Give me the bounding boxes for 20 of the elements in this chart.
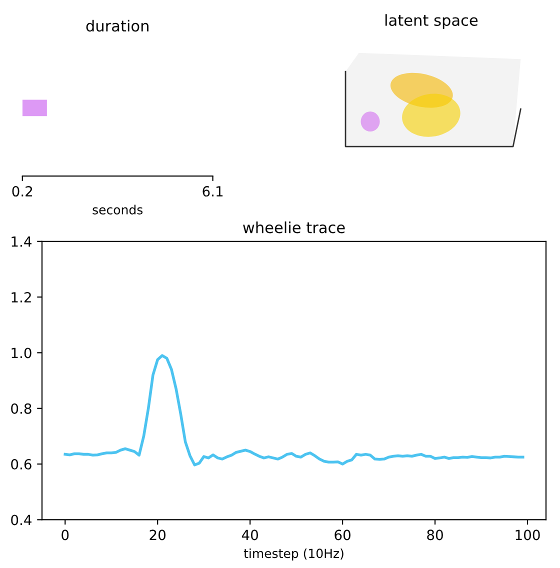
chart-title: wheelie trace [243,221,345,234]
y-tick-label: 0.8 [11,403,32,414]
y-tick-label: 1.4 [12,236,32,247]
y-tick-label: 1.0 [12,348,32,358]
text: latent space [385,14,478,29]
y-tick-label: 1.2 [12,292,31,302]
x-tick-label: 100 [516,530,540,540]
x-axis-title: seconds [92,204,143,214]
x-tick-label: 0 [62,530,69,540]
x-tick-label: 6.1 [202,186,223,197]
x-tick-label: 20 [150,530,166,540]
y-tick-label: 0.6 [11,459,32,470]
x-tick-label: 40 [242,530,258,540]
chart-title: duration [86,20,148,32]
x-axis-title: timestep (10Hz) [244,548,344,561]
x-tick-label: 60 [334,530,350,540]
line-series [64,354,524,466]
x-tick-label: 80 [427,530,443,540]
x-tick-label: 0.2 [12,186,32,197]
y-tick-label: 0.4 [11,514,32,526]
